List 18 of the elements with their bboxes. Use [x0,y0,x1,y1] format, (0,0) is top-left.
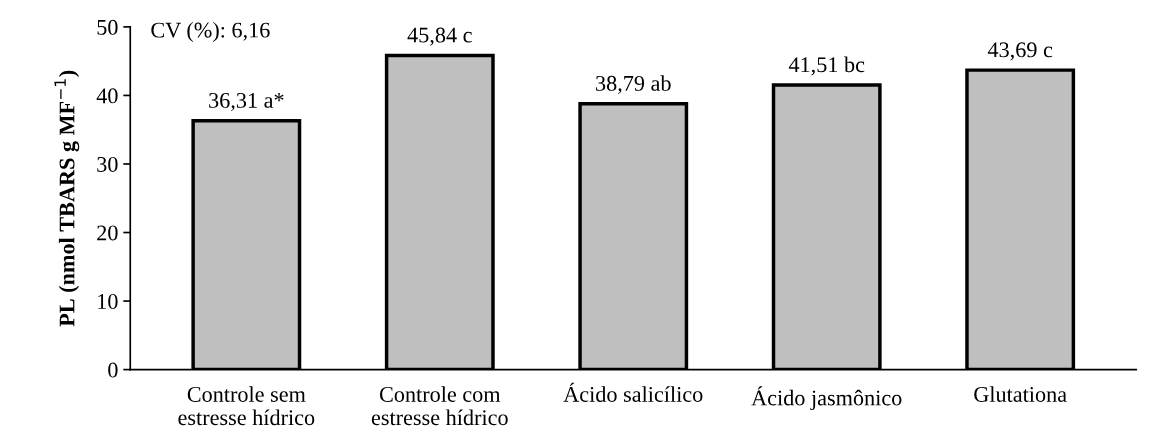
data-label: 41,51 bc [788,56,865,76]
data-label: 38,79 ab [596,75,671,95]
y-axis-title: PL (nmol TBARS g MF$^{−1}$) [54,70,80,327]
annotation: CV (%): 6,16 [151,21,270,43]
data-label: 43,69 c [987,42,1053,61]
x-tick-label: Controle com estresse hídrico [371,386,508,426]
x-tick-label: Controle sem estresse hídrico [178,386,315,426]
y-tick-label: 40 [96,88,118,104]
x-tick-label: Ácido salicílico [563,382,703,402]
data-label: 36,31 a* [209,92,284,112]
y-tick-label: 30 [97,156,118,172]
y-tick-label: 0 [108,362,118,378]
x-tick-label: Ácido jasmônico [751,386,902,411]
x-tick-label: Glutationa [974,386,1067,402]
data-label: 45,84 c [407,27,472,46]
y-tick-label: 10 [98,293,118,309]
y-tick-label: 20 [97,225,118,241]
y-tick-label: 50 [97,19,118,35]
